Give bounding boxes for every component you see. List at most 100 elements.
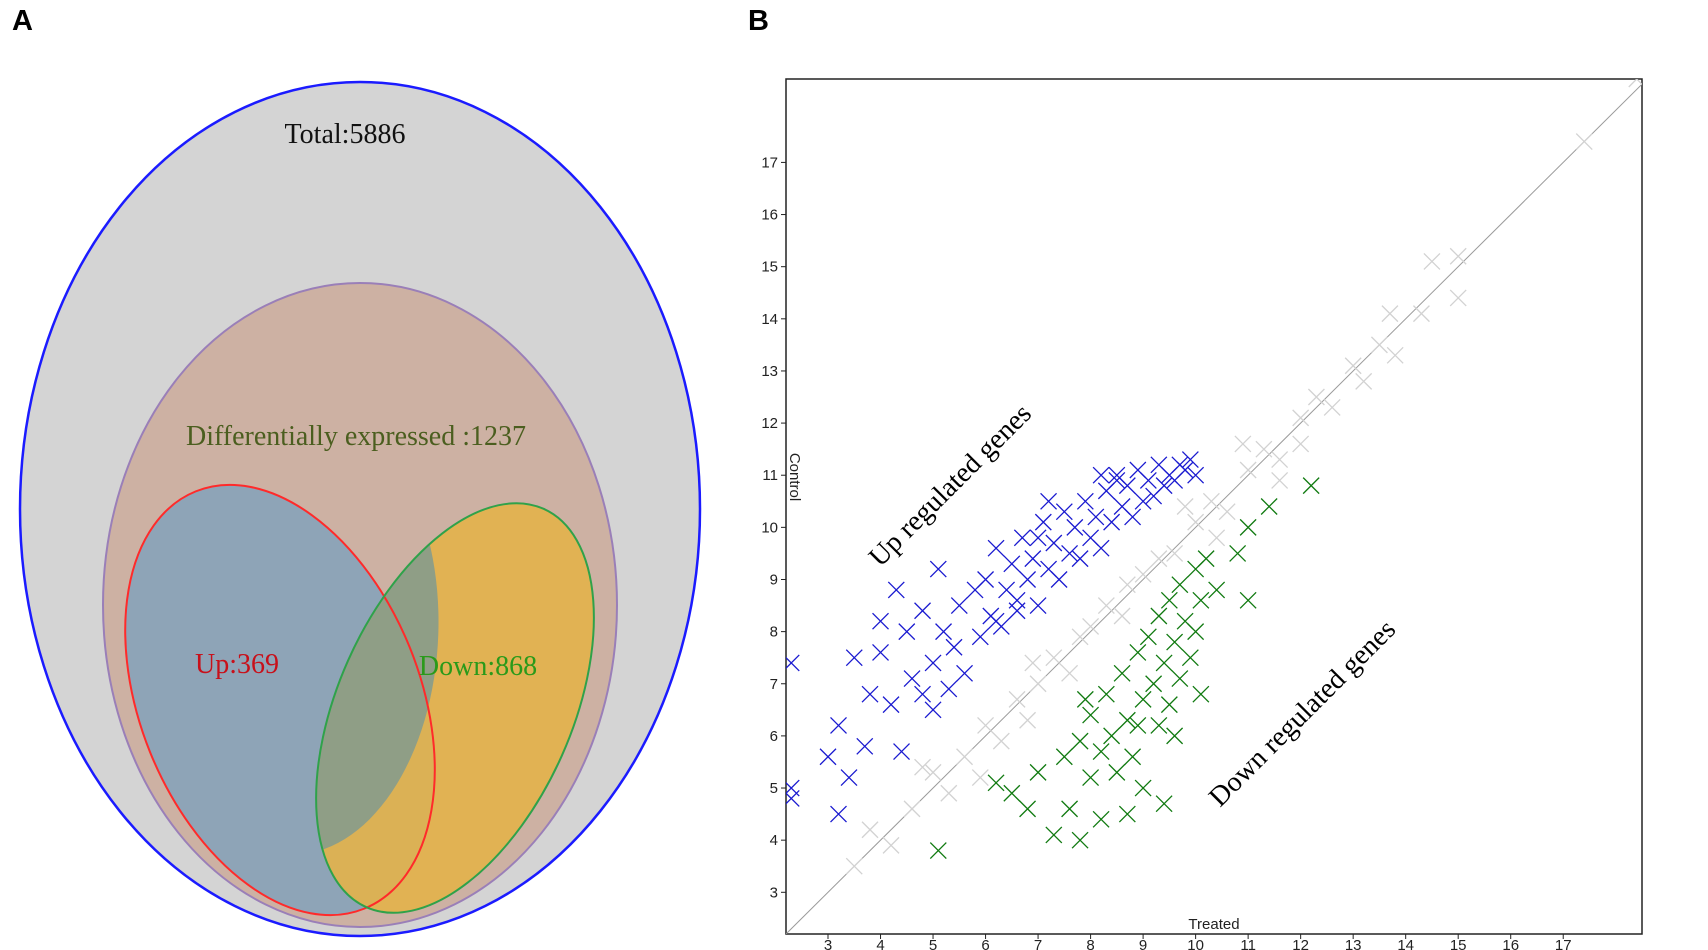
data-point-up-regulated-genes — [987, 612, 1005, 630]
data-point-up-regulated-genes — [914, 685, 931, 703]
down-label: Down:868 — [419, 651, 537, 682]
data-point-not-significant — [1423, 253, 1441, 270]
data-point-down-regulated-genes — [1061, 800, 1079, 818]
data-point-down-regulated-genes — [1076, 690, 1094, 708]
data-point-not-significant — [1449, 289, 1467, 307]
data-point-up-regulated-genes — [1034, 513, 1052, 531]
data-point-up-regulated-genes — [987, 539, 1005, 557]
data-point-up-regulated-genes — [1118, 477, 1136, 495]
data-point-up-regulated-genes — [929, 560, 947, 578]
y-tick-label: 6 — [770, 728, 778, 745]
data-point-down-regulated-genes — [1071, 732, 1089, 750]
x-tick-label: 13 — [1345, 937, 1362, 950]
data-point-down-regulated-genes — [1071, 831, 1089, 849]
data-point-up-regulated-genes — [1024, 550, 1042, 568]
data-point-down-regulated-genes — [1097, 685, 1115, 703]
data-point-up-regulated-genes — [893, 743, 910, 760]
data-point-up-regulated-genes — [914, 602, 931, 620]
x-tick-label: 12 — [1292, 937, 1309, 950]
data-point-down-regulated-genes — [1145, 675, 1163, 693]
y-tick-label: 14 — [761, 311, 778, 328]
data-point-up-regulated-genes — [1181, 451, 1199, 469]
data-point-up-regulated-genes — [1019, 571, 1037, 588]
data-point-down-regulated-genes — [1082, 706, 1100, 724]
x-tick-label: 15 — [1450, 937, 1467, 950]
data-point-not-significant — [1208, 529, 1226, 547]
y-tick-label: 5 — [770, 780, 778, 797]
data-point-up-regulated-genes — [1076, 492, 1094, 510]
data-point-not-significant — [1097, 597, 1115, 615]
data-point-up-regulated-genes — [1187, 466, 1205, 484]
data-point-up-regulated-genes — [786, 789, 800, 807]
data-point-up-regulated-genes — [830, 805, 847, 823]
data-point-not-significant — [1271, 451, 1289, 469]
data-point-up-regulated-genes — [1013, 529, 1031, 547]
data-point-not-significant — [1355, 372, 1373, 390]
data-point-down-regulated-genes — [1118, 711, 1136, 729]
data-point-not-significant — [845, 857, 863, 875]
y-tick-label: 7 — [770, 676, 778, 693]
data-point-up-regulated-genes — [819, 748, 837, 766]
data-point-not-significant — [924, 763, 942, 781]
data-point-down-regulated-genes — [1129, 717, 1147, 734]
data-point-up-regulated-genes — [830, 717, 847, 734]
data-point-up-regulated-genes — [861, 685, 879, 703]
data-point-down-regulated-genes — [1239, 591, 1257, 609]
data-point-not-significant — [1255, 440, 1273, 458]
data-point-not-significant — [1024, 654, 1042, 672]
data-point-not-significant — [1307, 388, 1325, 406]
data-point-up-regulated-genes — [950, 597, 968, 615]
y-tick-label: 10 — [761, 519, 778, 536]
data-point-up-regulated-genes — [1087, 508, 1105, 526]
data-point-up-regulated-genes — [872, 644, 889, 661]
data-point-down-regulated-genes — [1134, 779, 1152, 797]
data-point-up-regulated-genes — [924, 701, 942, 719]
panel-a-letter: A — [12, 5, 33, 37]
data-point-down-regulated-genes — [1150, 607, 1168, 625]
data-point-not-significant — [861, 821, 879, 839]
data-point-up-regulated-genes — [845, 649, 863, 667]
data-point-up-regulated-genes — [903, 670, 921, 688]
data-point-up-regulated-genes — [1066, 518, 1084, 536]
data-point-up-regulated-genes — [1155, 477, 1173, 495]
data-point-down-regulated-genes — [1208, 581, 1226, 599]
x-tick-label: 14 — [1397, 937, 1414, 950]
data-point-not-significant — [1323, 398, 1341, 416]
data-point-up-regulated-genes — [882, 696, 900, 714]
x-tick-label: 7 — [1034, 937, 1042, 950]
data-point-up-regulated-genes — [1139, 471, 1157, 489]
data-point-down-regulated-genes — [1113, 664, 1131, 682]
data-point-up-regulated-genes — [1008, 602, 1026, 620]
data-point-up-regulated-genes — [872, 612, 889, 630]
data-point-down-regulated-genes — [1092, 743, 1110, 760]
data-point-not-significant — [882, 836, 900, 854]
data-point-up-regulated-genes — [1050, 571, 1068, 588]
data-point-up-regulated-genes — [898, 623, 916, 641]
data-point-down-regulated-genes — [1187, 623, 1205, 641]
data-point-down-regulated-genes — [1055, 748, 1073, 766]
data-point-down-regulated-genes — [1160, 591, 1178, 609]
data-point-not-significant — [1386, 346, 1404, 364]
data-point-up-regulated-genes — [1040, 492, 1058, 510]
data-point-down-regulated-genes — [1103, 727, 1121, 745]
data-point-up-regulated-genes — [924, 654, 942, 672]
data-point-down-regulated-genes — [1029, 763, 1047, 781]
data-point-up-regulated-genes — [1108, 471, 1126, 489]
data-point-up-regulated-genes — [786, 654, 800, 672]
y-tick-label: 8 — [770, 624, 778, 641]
y-axis-title: Control — [786, 453, 803, 501]
data-point-up-regulated-genes — [1071, 550, 1089, 568]
data-point-not-significant — [1176, 498, 1194, 515]
data-point-down-regulated-genes — [929, 842, 947, 860]
y-tick-label: 12 — [761, 415, 778, 432]
data-point-not-significant — [903, 800, 921, 818]
venn-diagram: Total:5886 Differentially expressed :123… — [18, 80, 702, 938]
y-tick-label: 11 — [762, 467, 778, 484]
scatter-chart: 3 4 5 6 7 8 9 10 11 12 13 14 15 16 17 3 4 5 6 7 8 9 10 11 12 13 1… — [761, 78, 1643, 950]
data-point-not-significant — [1008, 690, 1026, 708]
data-point-up-regulated-genes — [1176, 461, 1194, 479]
x-tick-label: 5 — [929, 937, 937, 950]
y-tick-label: 3 — [770, 884, 778, 901]
data-point-up-regulated-genes — [1124, 508, 1142, 526]
y-tick-label: 13 — [761, 363, 778, 380]
